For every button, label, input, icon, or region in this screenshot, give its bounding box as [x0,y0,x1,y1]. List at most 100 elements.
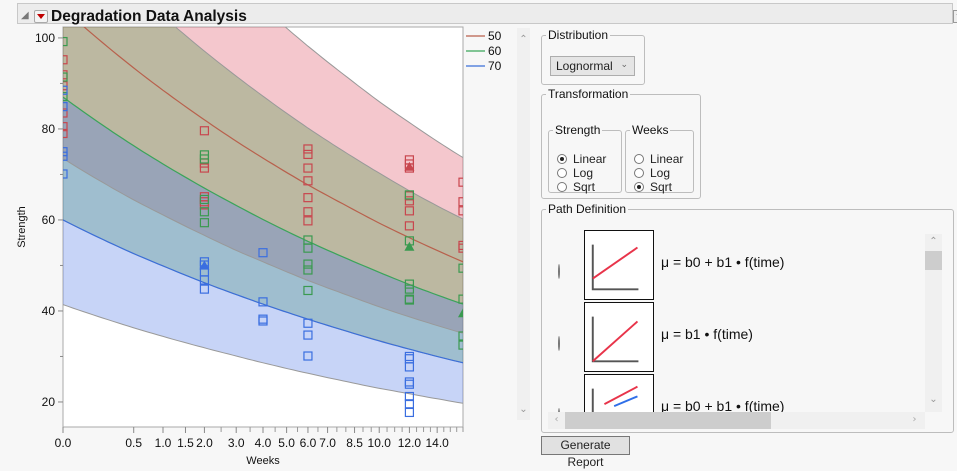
plot-vertical-scrollbar[interactable]: ⌃ ⌄ [517,28,530,420]
data-point [63,85,68,95]
data-point [303,149,313,160]
data-point [404,391,415,402]
x-tick-label: 4.0 [255,436,272,450]
path-option-2[interactable]: μ = b1 • f(time) [558,300,753,372]
data-point [303,216,313,226]
x-tick-label: 0.0 [55,436,72,450]
x-tick-label: 5.0 [278,436,295,450]
path-option-3[interactable]: μ = b0 + b1 • f(time) [558,372,784,412]
data-point [199,218,210,228]
chevron-down-icon: ⌄ [620,59,628,69]
radio-selected-icon[interactable] [557,154,567,164]
data-point [303,259,313,269]
data-point [199,154,210,164]
multi-intercept-path-icon [584,374,654,412]
data-point [458,331,463,341]
option-label: Linear [573,152,607,166]
scroll-left-icon[interactable]: ‹ [554,414,559,425]
distribution-label: Distribution [548,28,609,42]
radio-icon[interactable] [557,168,567,178]
x-tick-label: 0.5 [125,436,142,450]
path-list-vertical-scrollbar[interactable]: ⌃ ⌄ [925,234,942,412]
distribution-selected: Lognormal [556,59,613,73]
data-point [63,102,68,112]
data-point [63,72,68,82]
data-point [63,36,68,47]
radio-selected-icon[interactable] [634,182,644,192]
strength-transform-label: Strength [555,123,601,137]
path-formula: μ = b0 + b1 • f(time) [661,254,785,270]
red-triangle-menu-button[interactable] [34,10,48,23]
weeks-transform-group: Weeks Linear Log Sqrt [625,123,694,194]
data-point [199,163,210,173]
band-lower-edge-50 [63,158,463,334]
scroll-down-icon[interactable]: ⌄ [519,404,528,415]
y-tick-label: 20 [42,395,56,409]
data-point [63,128,68,139]
confidence-band-70 [63,97,463,404]
data-point [199,284,210,294]
report-title: Degradation Data Analysis [51,8,247,25]
data-point [303,207,313,217]
data-point [63,169,68,179]
data-point [303,330,313,340]
scroll-up-icon[interactable]: ⌃ [519,34,528,45]
x-tick-label: 7.0 [319,436,336,450]
disclosure-triangle-icon[interactable]: ◢ [21,10,29,21]
transformation-label: Transformation [548,87,629,101]
highlight-triangle-marker [404,241,415,251]
data-point [63,122,68,132]
data-point [458,177,463,187]
data-point [458,243,463,253]
path-list-horizontal-scrollbar[interactable]: ‹ › [548,412,925,429]
weeks-linear-radio[interactable]: Linear [634,152,683,166]
window-options-icon[interactable]: ★ [953,10,957,23]
data-point [404,196,415,206]
distribution-select[interactable]: Lognormal ⌄ [550,56,635,76]
weeks-sqrt-radio[interactable]: Sqrt [634,180,672,194]
data-point [303,265,313,275]
data-point [458,263,463,273]
data-point [258,248,268,258]
transformation-group: Transformation Strength Linear Log Sqrt … [541,87,701,199]
strength-linear-radio[interactable]: Linear [557,152,606,166]
highlight-triangle-marker [404,161,415,171]
radio-icon[interactable] [558,336,560,351]
data-point [303,193,313,203]
data-point [404,221,415,231]
strength-log-radio[interactable]: Log [557,166,593,180]
x-tick-label: 1.5 [177,436,194,450]
generate-report-button[interactable]: Generate Report [541,436,630,469]
radio-icon[interactable] [634,168,644,178]
radio-icon[interactable] [557,182,567,192]
data-point [458,197,463,207]
path-definition-group: Path Definition μ = b0 + b1 • f(time) μ … [541,202,954,433]
scroll-down-icon[interactable]: ⌄ [929,394,938,405]
scrollbar-thumb[interactable] [565,412,771,429]
fit-line-60 [63,96,463,305]
intercept-slope-path-icon [584,230,654,300]
radio-icon[interactable] [558,264,560,279]
weeks-transform-label: Weeks [632,123,669,137]
data-point [303,285,313,296]
strength-sqrt-radio[interactable]: Sqrt [557,180,595,194]
legend-label: 70 [488,59,502,73]
degradation-chart: 20 40 60 80 100 0.0 0.5 1.0 1.5 2.0 3.0 4.0 5.0 6.0 7.… [16,26,502,467]
radio-icon[interactable] [634,154,644,164]
scrollbar-thumb[interactable] [925,251,942,270]
data-point [199,207,210,217]
scroll-right-icon[interactable]: › [912,414,917,425]
weeks-log-radio[interactable]: Log [634,166,670,180]
path-definition-list: μ = b0 + b1 • f(time) μ = b1 • f(time) μ… [548,228,942,412]
data-point [404,379,415,389]
data-point [458,206,463,216]
path-option-1[interactable]: μ = b0 + b1 • f(time) [558,228,784,300]
radio-icon[interactable] [558,408,560,412]
strength-transform-group: Strength Linear Log Sqrt [548,123,622,194]
y-axis-label: Strength [16,206,28,248]
x-tick-label: 10.0 [368,436,392,450]
scroll-up-icon[interactable]: ⌃ [929,236,938,247]
data-point [199,275,210,285]
data-point [303,243,313,253]
band-upper-edge-50 [284,27,463,159]
